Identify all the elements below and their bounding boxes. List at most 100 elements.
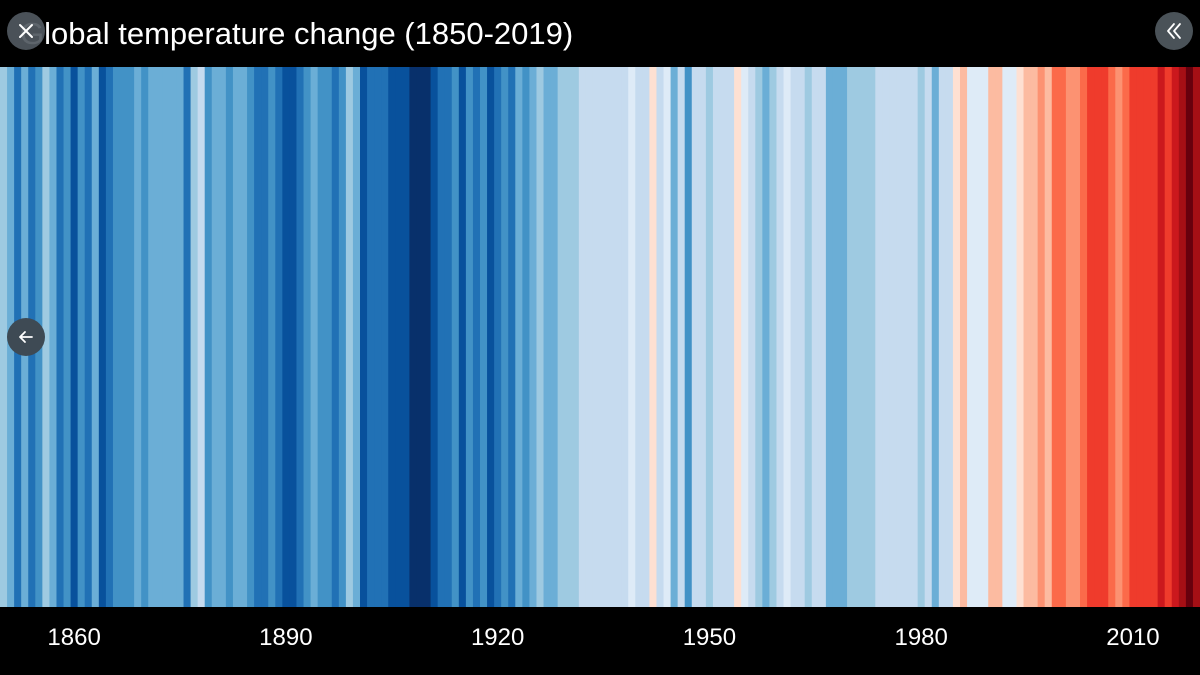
- stripe-1886: [254, 67, 262, 607]
- stripe-1951: [712, 67, 721, 607]
- stripe-1990: [988, 67, 996, 607]
- stripe-1850: [0, 67, 8, 607]
- stripe-1933: [585, 67, 594, 607]
- stripe-1859: [63, 67, 72, 607]
- stripe-1877: [190, 67, 199, 607]
- stripe-1913: [444, 67, 453, 607]
- stripe-1883: [232, 67, 241, 607]
- x-axis-ticks: 1860 1890 1920 1950 1980 2010: [0, 607, 1200, 675]
- stripe-1992: [1002, 67, 1011, 607]
- stripe-2014: [1157, 67, 1166, 607]
- stripe-1926: [536, 67, 545, 607]
- stripe-1983: [938, 67, 947, 607]
- stripe-1858: [56, 67, 65, 607]
- stripe-1978: [903, 67, 912, 607]
- stripe-1884: [240, 67, 248, 607]
- stripe-1968: [832, 67, 841, 607]
- stripe-1881: [218, 67, 227, 607]
- stripe-1878: [197, 67, 206, 607]
- stripe-1938: [621, 67, 629, 607]
- stripe-1973: [868, 67, 876, 607]
- stripe-1971: [854, 67, 862, 607]
- stripe-1949: [698, 67, 707, 607]
- stripe-1910: [423, 67, 432, 607]
- stripe-1890: [282, 67, 291, 607]
- stripe-1967: [825, 67, 834, 607]
- x-tick-label: 2010: [1106, 624, 1160, 651]
- stripe-2009: [1122, 67, 1131, 607]
- chart-title: Global temperature change (1850-2019): [20, 16, 574, 51]
- stripe-1932: [578, 67, 587, 607]
- stripe-2004: [1087, 67, 1095, 607]
- stripe-1892: [296, 67, 305, 607]
- stripe-1902: [367, 67, 375, 607]
- stripe-1897: [331, 67, 340, 607]
- stripe-1934: [592, 67, 601, 607]
- stripe-1924: [522, 67, 531, 607]
- stripe-1950: [705, 67, 714, 607]
- stripe-2006: [1101, 67, 1109, 607]
- stripe-1909: [416, 67, 425, 607]
- stripe-1895: [317, 67, 326, 607]
- stripe-1885: [247, 67, 255, 607]
- stripe-1960: [776, 67, 785, 607]
- stripe-1906: [395, 67, 403, 607]
- stripe-1996: [1030, 67, 1039, 607]
- stripe-1925: [529, 67, 538, 607]
- stripe-1921: [501, 67, 509, 607]
- close-button[interactable]: [7, 12, 45, 50]
- stripe-1958: [762, 67, 771, 607]
- collapse-button[interactable]: [1155, 12, 1193, 50]
- stripe-2007: [1108, 67, 1116, 607]
- stripe-1916: [465, 67, 474, 607]
- stripe-1941: [642, 67, 651, 607]
- stripe-1869: [134, 67, 142, 607]
- stripe-2013: [1150, 67, 1159, 607]
- stripe-1874: [169, 67, 178, 607]
- stripe-1917: [472, 67, 481, 607]
- stripe-1914: [451, 67, 460, 607]
- stripe-1876: [183, 67, 192, 607]
- stripe-1945: [670, 67, 679, 607]
- stripe-1923: [515, 67, 523, 607]
- stripe-1985: [952, 67, 961, 607]
- stripe-1889: [275, 67, 283, 607]
- stripe-1870: [141, 67, 149, 607]
- stripe-1948: [691, 67, 700, 607]
- stripe-1929: [557, 67, 566, 607]
- x-tick-label: 1920: [470, 624, 525, 651]
- stripe-1898: [338, 67, 347, 607]
- stripe-1959: [769, 67, 778, 607]
- stripe-1856: [42, 67, 51, 607]
- stripe-2008: [1115, 67, 1123, 607]
- stripe-1976: [889, 67, 898, 607]
- stripe-1919: [487, 67, 495, 607]
- stripe-2016: [1171, 67, 1180, 607]
- stripe-1946: [677, 67, 686, 607]
- stripe-1857: [49, 67, 58, 607]
- stripe-1936: [607, 67, 615, 607]
- stripe-1872: [155, 67, 163, 607]
- back-button[interactable]: [7, 318, 45, 356]
- stripe-1969: [840, 67, 848, 607]
- stripe-1918: [480, 67, 488, 607]
- stripe-2003: [1080, 67, 1088, 607]
- stripe-1865: [105, 67, 114, 607]
- x-tick-label: 1980: [894, 624, 948, 651]
- stripe-1989: [981, 67, 989, 607]
- stripe-1972: [861, 67, 869, 607]
- stripe-2015: [1164, 67, 1173, 607]
- stripe-2011: [1136, 67, 1145, 607]
- stripe-1905: [388, 67, 396, 607]
- stripe-1965: [811, 67, 820, 607]
- stripe-1880: [211, 67, 220, 607]
- stripe-1863: [91, 67, 100, 607]
- stripe-1953: [727, 67, 735, 607]
- stripe-1935: [600, 67, 608, 607]
- stripe-1984: [945, 67, 954, 607]
- stripe-2002: [1072, 67, 1081, 607]
- stripe-2001: [1065, 67, 1074, 607]
- stripe-1977: [896, 67, 905, 607]
- stripe-1888: [268, 67, 276, 607]
- stripe-1956: [748, 67, 756, 607]
